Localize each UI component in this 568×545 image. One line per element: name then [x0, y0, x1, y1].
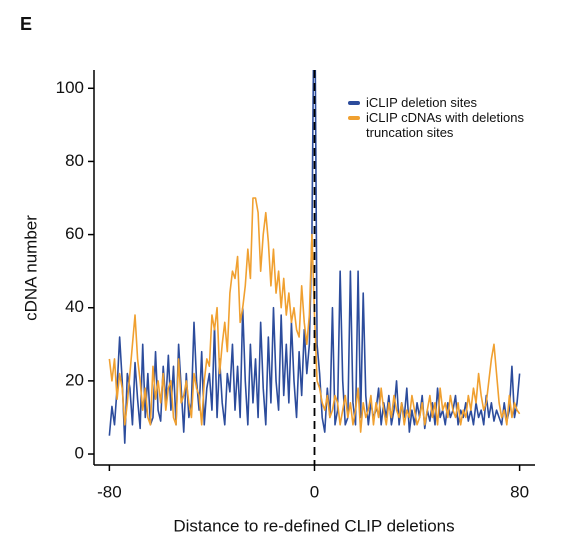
- plot-area: [108, 70, 521, 444]
- legend-label: iCLIP cDNAs with deletions truncation si…: [366, 110, 524, 140]
- y-tick-label: 60: [65, 224, 84, 243]
- x-axis-label: Distance to re-defined CLIP deletions: [173, 516, 454, 535]
- y-tick-label: 80: [65, 151, 84, 170]
- y-tick-label: 20: [65, 370, 84, 389]
- y-tick-label: 0: [75, 444, 84, 463]
- y-tick-label: 100: [56, 78, 84, 97]
- y-tick-label: 40: [65, 297, 84, 316]
- x-tick-label: 80: [510, 482, 529, 501]
- series-line: [108, 197, 521, 433]
- x-tick-label: -80: [97, 482, 122, 501]
- panel-label: E: [20, 14, 32, 34]
- legend-item: iCLIP deletion sites: [348, 95, 563, 110]
- x-tick-label: 0: [310, 482, 319, 501]
- legend-label: iCLIP deletion sites: [366, 95, 478, 110]
- legend-swatch: [348, 116, 360, 120]
- legend-swatch: [348, 101, 360, 105]
- y-axis-label: cDNA number: [21, 215, 40, 321]
- legend-item: iCLIP cDNAs with deletions truncation si…: [348, 110, 563, 140]
- legend: iCLIP deletion sites iCLIP cDNAs with del…: [348, 95, 563, 140]
